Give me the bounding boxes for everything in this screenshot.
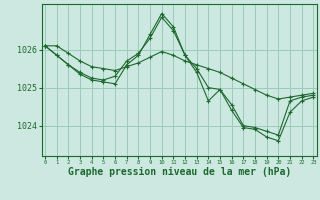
X-axis label: Graphe pression niveau de la mer (hPa): Graphe pression niveau de la mer (hPa) (68, 167, 291, 177)
